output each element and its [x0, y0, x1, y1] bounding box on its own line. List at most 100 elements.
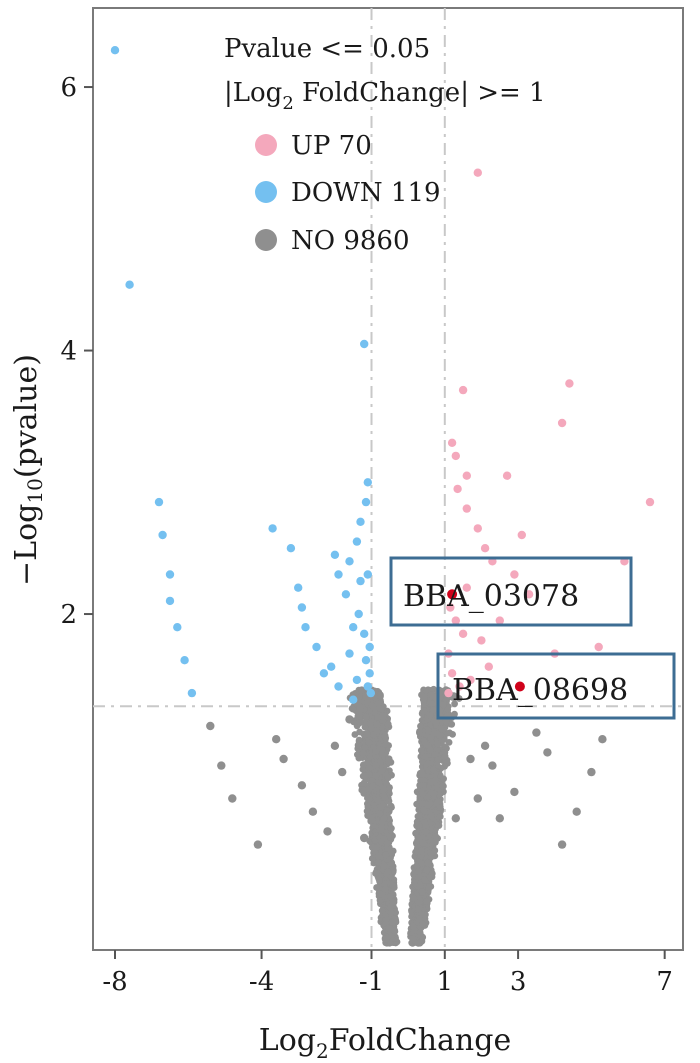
- point-no: [416, 728, 423, 735]
- legend: Pvalue <= 0.05 |Log2 FoldChange| >= 1 UP…: [224, 34, 546, 256]
- y-axis-title: −Log10(pvalue): [9, 354, 47, 586]
- point-no: [488, 761, 497, 770]
- x-tick-label: -8: [102, 967, 127, 997]
- point-down: [360, 339, 369, 349]
- point-no: [431, 776, 439, 784]
- point-no: [384, 868, 392, 875]
- point-down: [294, 583, 303, 592]
- point-up: [473, 524, 482, 533]
- point-no: [369, 782, 377, 789]
- y-tick-label: 2: [60, 600, 77, 630]
- point-no: [272, 735, 281, 744]
- point-down: [352, 675, 362, 685]
- point-up: [462, 471, 471, 480]
- point-no: [598, 735, 607, 744]
- point-down: [361, 656, 371, 665]
- point-no: [378, 746, 386, 754]
- point-no: [372, 761, 380, 769]
- point-no: [451, 814, 460, 823]
- point-no: [384, 774, 392, 782]
- point-up: [645, 497, 655, 507]
- y-axis-title-rest: (pvalue): [9, 354, 44, 478]
- point-no: [414, 939, 422, 947]
- point-no: [382, 880, 389, 887]
- point-up: [458, 385, 468, 395]
- point-up: [462, 504, 471, 513]
- point-up: [466, 675, 475, 685]
- point-no: [372, 747, 380, 755]
- point-down: [363, 570, 372, 579]
- point-down: [354, 609, 363, 619]
- point-no: [572, 807, 581, 816]
- point-no: [382, 911, 390, 918]
- point-no: [430, 838, 438, 845]
- point-no: [373, 884, 380, 891]
- point-no: [425, 883, 433, 891]
- point-down: [341, 590, 351, 599]
- point-no: [379, 718, 387, 725]
- point-up: [473, 168, 482, 177]
- point-no: [365, 764, 373, 771]
- legend-criterion-foldchange: |Log2 FoldChange| >= 1: [224, 78, 546, 114]
- point-no: [386, 893, 394, 901]
- point-no: [425, 728, 432, 735]
- point-down: [356, 517, 365, 526]
- point-up: [451, 451, 460, 461]
- point-down: [365, 642, 374, 652]
- y-axis-title-sub: 10: [23, 478, 47, 503]
- point-no: [360, 786, 368, 794]
- x-axis-title: Log2FoldChange: [259, 1023, 511, 1063]
- point-no: [361, 772, 369, 780]
- legend-criterion-rest: FoldChange| >= 1: [294, 78, 546, 108]
- point-down: [173, 623, 182, 632]
- point-no: [377, 692, 384, 700]
- point-no: [386, 757, 394, 765]
- x-axis-title-sub: 2: [316, 1039, 329, 1063]
- point-no: [426, 711, 434, 719]
- point-no: [359, 761, 367, 769]
- point-down: [345, 557, 354, 566]
- point-no: [279, 754, 288, 764]
- annotation-box: [436, 652, 676, 720]
- point-no: [387, 903, 394, 911]
- point-no: [391, 928, 399, 935]
- point-no: [297, 781, 307, 790]
- point-no: [430, 729, 438, 737]
- point-no: [374, 797, 382, 805]
- point-no: [416, 929, 424, 936]
- point-up: [484, 662, 493, 671]
- point-no: [419, 839, 427, 847]
- x-tick-label: 1: [437, 967, 454, 997]
- point-up: [477, 636, 486, 645]
- data-points: [110, 46, 655, 947]
- legend-label-up: UP 70: [291, 131, 372, 161]
- point-no: [441, 752, 449, 760]
- point-no: [206, 721, 215, 731]
- point-up: [480, 544, 490, 553]
- point-no: [455, 695, 463, 702]
- point-no: [308, 807, 318, 816]
- point-no: [430, 766, 437, 774]
- point-down: [286, 544, 296, 553]
- point-no: [436, 771, 444, 779]
- point-no: [359, 749, 367, 757]
- point-no: [466, 754, 475, 764]
- point-no: [430, 790, 438, 798]
- point-no: [423, 897, 430, 905]
- point-no: [375, 875, 383, 883]
- point-down: [366, 688, 375, 698]
- point-no: [436, 813, 444, 820]
- x-tick-label: -1: [359, 967, 384, 997]
- point-up: [453, 484, 462, 494]
- point-no: [430, 706, 437, 714]
- point-no: [416, 915, 423, 923]
- point-no: [427, 746, 434, 754]
- point-down: [334, 570, 343, 579]
- point-no: [418, 847, 425, 855]
- point-down: [365, 669, 374, 678]
- point-no: [438, 725, 445, 733]
- point-no: [421, 876, 428, 884]
- point-up: [462, 583, 471, 592]
- x-axis-title-rest: FoldChange: [329, 1023, 511, 1058]
- point-no: [419, 758, 426, 766]
